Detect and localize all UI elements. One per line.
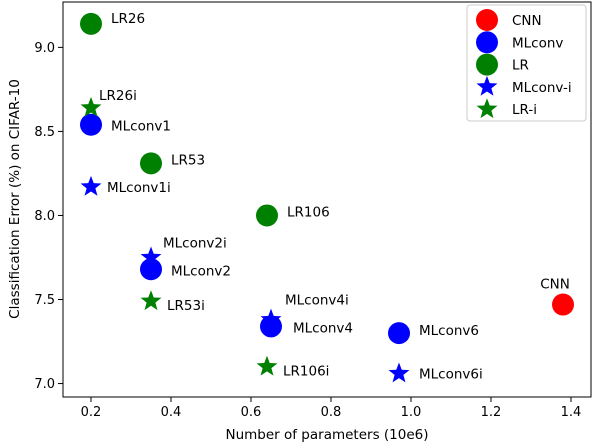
x-tick-label: 1.2 [481,405,502,420]
y-axis-label: Classification Error (%) on CIFAR-10 [7,79,23,319]
legend-label-lr: LR [512,58,529,74]
point-label-mlconv1: MLconv1 [111,119,171,135]
point-label-mlconv6: MLconv6 [419,323,479,339]
data-points [80,12,574,383]
y-tick-label: 7.0 [34,377,55,392]
y-tick-label: 8.0 [34,209,55,224]
y-tick-label: 8.5 [34,125,55,140]
point-label-mlconv2: MLconv2 [171,263,231,279]
x-tick-label: 1.0 [401,405,422,420]
legend-label-mlconv: MLconv [512,35,563,51]
x-tick-label: 0.8 [321,405,342,420]
star-point-mlconv4i [260,308,282,329]
legend: CNN MLconv LR MLconv-i LR-i [466,4,587,122]
legend-box [466,4,587,122]
legend-marker-lr-i [476,98,498,119]
legend-label-lr-i: LR-i [512,102,537,118]
circle-point-lr53 [140,152,162,175]
point-label-mlconv4i: MLconv4i [285,293,349,309]
point-label-mlconv4: MLconv4 [293,320,353,336]
circle-point-lr26 [80,12,102,35]
star-point-lr106i [256,355,278,376]
star-point-lr26i [80,96,102,117]
legend-label-cnn: CNN [512,13,542,29]
point-label-lr53: LR53 [171,152,205,168]
circle-point-lr106 [256,204,278,227]
y-tick-label: 7.5 [34,293,55,308]
plot-frame [62,1,592,398]
circle-point-mlconv1 [80,113,102,136]
point-label-cnn: CNN [540,277,570,293]
circle-point-mlconv4 [260,315,282,338]
legend-marker-mlconv-i [476,75,498,96]
legend-label-mlconv-i: MLconv-i [512,80,572,96]
star-point-mlconv2i [140,246,162,267]
x-tick-label: 1.4 [561,405,582,420]
legend-marker-mlconv [476,31,498,54]
x-axis-label: Number of parameters (10e6) [225,427,428,443]
circle-point-cnn [552,293,574,316]
y-tick-label: 9.0 [34,41,55,56]
point-label-lr53i: LR53i [167,298,205,314]
x-tick-label: 0.2 [81,405,102,420]
point-label-lr106i: LR106i [283,364,329,380]
point-label-lr106: LR106 [287,204,330,220]
point-label-lr26i: LR26i [99,88,137,104]
point-label-lr26: LR26 [111,11,145,27]
point-label-mlconv2i: MLconv2i [163,235,227,251]
point-labels: CNN MLconv1 MLconv2 MLconv4 MLconv6 LR26 LR53 L… [99,11,570,383]
point-label-mlconv6i: MLconv6i [419,366,483,382]
star-point-mlconv1i [80,175,102,196]
star-point-lr53i [140,290,162,311]
circle-point-mlconv6 [388,322,410,345]
legend-marker-cnn [476,9,498,31]
x-tick-label: 0.6 [241,405,262,420]
legend-marker-lr [476,53,498,76]
star-point-mlconv6i [388,362,410,383]
x-tick-label: 0.4 [161,405,182,420]
point-label-mlconv1i: MLconv1i [107,180,171,196]
axis-ticks: 0.2 0.4 0.6 0.8 1.0 1.2 1.4 7.0 7.5 8.0 8.5 9.0 [34,41,581,420]
